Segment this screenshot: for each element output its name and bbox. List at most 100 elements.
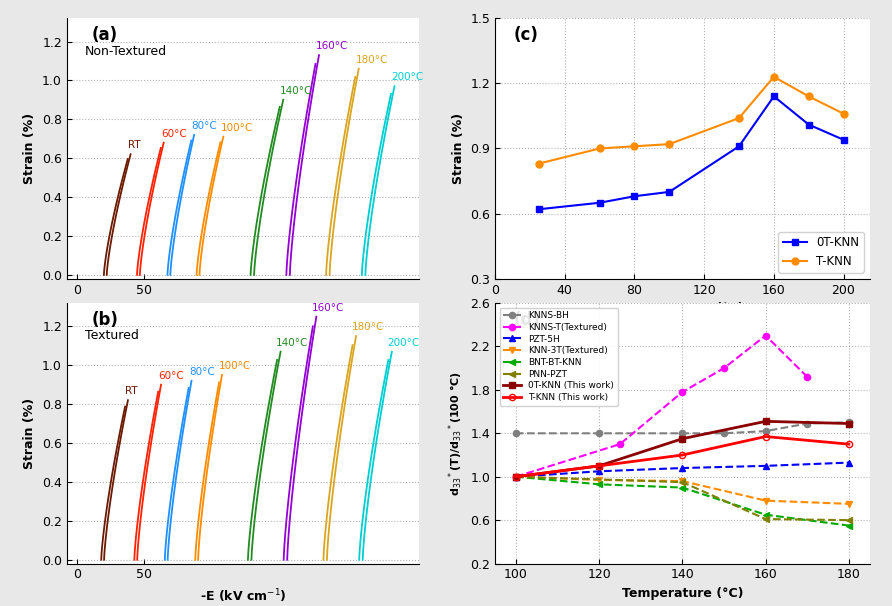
T-KNN	[733, 115, 744, 122]
BNT-BT-KNN	[677, 484, 688, 491]
KNNS-BH	[510, 430, 521, 437]
Text: 160°C: 160°C	[316, 41, 348, 52]
Text: 140°C: 140°C	[277, 338, 309, 348]
Text: Non-Textured: Non-Textured	[85, 45, 167, 58]
KNN-3T(Textured)	[760, 497, 771, 504]
0T-KNN (This work)	[677, 435, 688, 442]
BNT-BT-KNN	[594, 481, 605, 488]
T-KNN (This work)	[844, 441, 855, 448]
X-axis label: Temperature (°C): Temperature (°C)	[622, 587, 743, 600]
KNN-3T(Textured)	[594, 476, 605, 484]
T-KNN	[838, 110, 849, 118]
0T-KNN	[769, 93, 780, 100]
Text: 140°C: 140°C	[280, 86, 312, 96]
X-axis label: -E (kV cm$^{-1}$): -E (kV cm$^{-1}$)	[200, 302, 286, 320]
PZT-5H	[594, 468, 605, 475]
T-KNN	[664, 141, 674, 148]
T-KNN (This work)	[677, 451, 688, 459]
Text: (d): (d)	[514, 311, 541, 329]
Line: KNNS-BH: KNNS-BH	[513, 419, 852, 436]
Text: 60°C: 60°C	[161, 128, 186, 139]
Line: T-KNN (This work): T-KNN (This work)	[513, 433, 852, 480]
Text: RT: RT	[128, 141, 140, 150]
0T-KNN	[838, 136, 849, 144]
Text: (a): (a)	[92, 26, 118, 44]
KNN-3T(Textured)	[677, 478, 688, 485]
PNN-PZT	[510, 473, 521, 481]
Line: PZT-5H: PZT-5H	[513, 459, 852, 480]
0T-KNN	[733, 142, 744, 150]
T-KNN	[804, 93, 814, 100]
Text: 60°C: 60°C	[158, 371, 184, 381]
Y-axis label: Strain (%): Strain (%)	[451, 113, 465, 184]
KNN-3T(Textured)	[510, 473, 521, 481]
Line: 0T-KNN: 0T-KNN	[535, 93, 847, 213]
T-KNN	[533, 160, 544, 167]
Text: Textured: Textured	[85, 330, 138, 342]
Text: 200°C: 200°C	[387, 338, 420, 348]
Text: 160°C: 160°C	[312, 303, 344, 313]
Text: (b): (b)	[92, 311, 119, 329]
T-KNN (This work)	[594, 462, 605, 470]
Text: (c): (c)	[514, 26, 539, 44]
T-KNN	[769, 73, 780, 81]
X-axis label: -E (kV cm$^{-1}$): -E (kV cm$^{-1}$)	[200, 587, 286, 605]
PZT-5H	[844, 459, 855, 466]
0T-KNN	[533, 205, 544, 213]
KNNS-BH	[719, 430, 730, 437]
T-KNN (This work)	[510, 473, 521, 481]
0T-KNN	[594, 199, 605, 207]
0T-KNN (This work)	[594, 462, 605, 470]
0T-KNN (This work)	[760, 418, 771, 425]
Text: 100°C: 100°C	[220, 123, 252, 133]
KNNS-BH	[677, 430, 688, 437]
PZT-5H	[510, 473, 521, 481]
Line: PNN-PZT: PNN-PZT	[513, 474, 852, 523]
Text: 200°C: 200°C	[392, 72, 424, 82]
Line: BNT-BT-KNN: BNT-BT-KNN	[513, 474, 852, 528]
T-KNN	[629, 142, 640, 150]
T-KNN	[594, 145, 605, 152]
KNNS-BH	[594, 430, 605, 437]
Legend: 0T-KNN, T-KNN: 0T-KNN, T-KNN	[779, 231, 863, 273]
0T-KNN (This work)	[844, 420, 855, 427]
0T-KNN (This work)	[510, 473, 521, 481]
Y-axis label: d$_{33}$$^*$(T)/d$_{33}$$^*$(100 °C): d$_{33}$$^*$(T)/d$_{33}$$^*$(100 °C)	[446, 371, 465, 496]
Text: RT: RT	[125, 387, 137, 396]
Y-axis label: Strain (%): Strain (%)	[23, 113, 37, 184]
Y-axis label: Strain (%): Strain (%)	[23, 398, 37, 469]
BNT-BT-KNN	[844, 522, 855, 529]
T-KNN (This work)	[760, 433, 771, 440]
KNN-3T(Textured)	[844, 500, 855, 507]
0T-KNN	[804, 121, 814, 128]
KNNS-BH	[844, 419, 855, 426]
Text: 80°C: 80°C	[192, 121, 217, 131]
KNNS-T(Textured)	[719, 364, 730, 371]
Line: 0T-KNN (This work): 0T-KNN (This work)	[513, 418, 852, 480]
Legend: KNNS-BH, KNNS-T(Textured), PZT-5H, KNN-3T(Textured), BNT-BT-KNN, PNN-PZT, 0T-KNN: KNNS-BH, KNNS-T(Textured), PZT-5H, KNN-3…	[500, 307, 618, 405]
KNNS-T(Textured)	[802, 373, 813, 381]
Text: 180°C: 180°C	[356, 55, 388, 65]
PZT-5H	[677, 464, 688, 471]
Text: 100°C: 100°C	[219, 361, 252, 371]
KNNS-BH	[802, 420, 813, 427]
Line: T-KNN: T-KNN	[535, 73, 847, 167]
X-axis label: Temperature (°C): Temperature (°C)	[622, 302, 743, 315]
Text: 180°C: 180°C	[351, 322, 384, 332]
KNNS-T(Textured)	[760, 332, 771, 339]
PNN-PZT	[677, 479, 688, 486]
Line: KNN-3T(Textured): KNN-3T(Textured)	[513, 474, 852, 507]
BNT-BT-KNN	[760, 511, 771, 518]
0T-KNN	[664, 188, 674, 196]
KNNS-T(Textured)	[615, 441, 625, 448]
BNT-BT-KNN	[510, 473, 521, 481]
KNNS-T(Textured)	[677, 388, 688, 396]
0T-KNN	[629, 193, 640, 200]
Line: KNNS-T(Textured): KNNS-T(Textured)	[513, 333, 811, 480]
KNNS-T(Textured)	[510, 473, 521, 481]
Text: 80°C: 80°C	[189, 367, 214, 377]
PNN-PZT	[844, 516, 855, 524]
KNNS-BH	[760, 427, 771, 435]
PZT-5H	[760, 462, 771, 470]
PNN-PZT	[760, 516, 771, 523]
